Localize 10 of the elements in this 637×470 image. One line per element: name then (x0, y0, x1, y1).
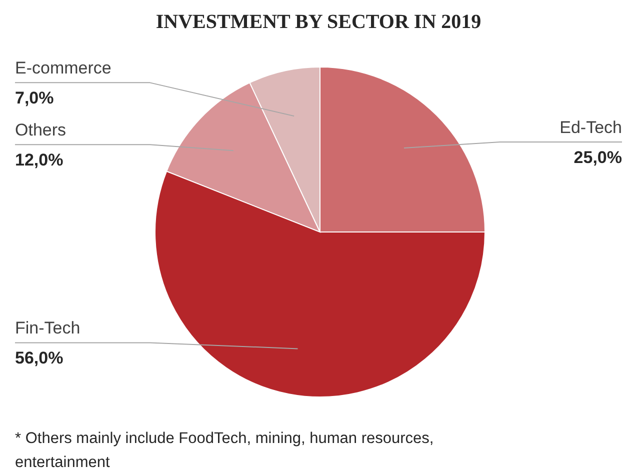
slice-label: Fin-Tech (15, 318, 80, 338)
chart-title: INVESTMENT BY SECTOR IN 2019 (156, 11, 482, 33)
data-label: 7,0% (15, 88, 54, 108)
slice-label: Others (15, 120, 66, 140)
data-label: 12,0% (15, 150, 64, 170)
slice-label: E-commerce (15, 58, 112, 78)
slice-label: Ed-Tech (560, 118, 622, 137)
data-label: 56,0% (15, 348, 64, 368)
data-label: 25,0% (574, 148, 622, 167)
text: * Others mainly include FoodTech, mining, human resources, entertainment (15, 430, 434, 470)
